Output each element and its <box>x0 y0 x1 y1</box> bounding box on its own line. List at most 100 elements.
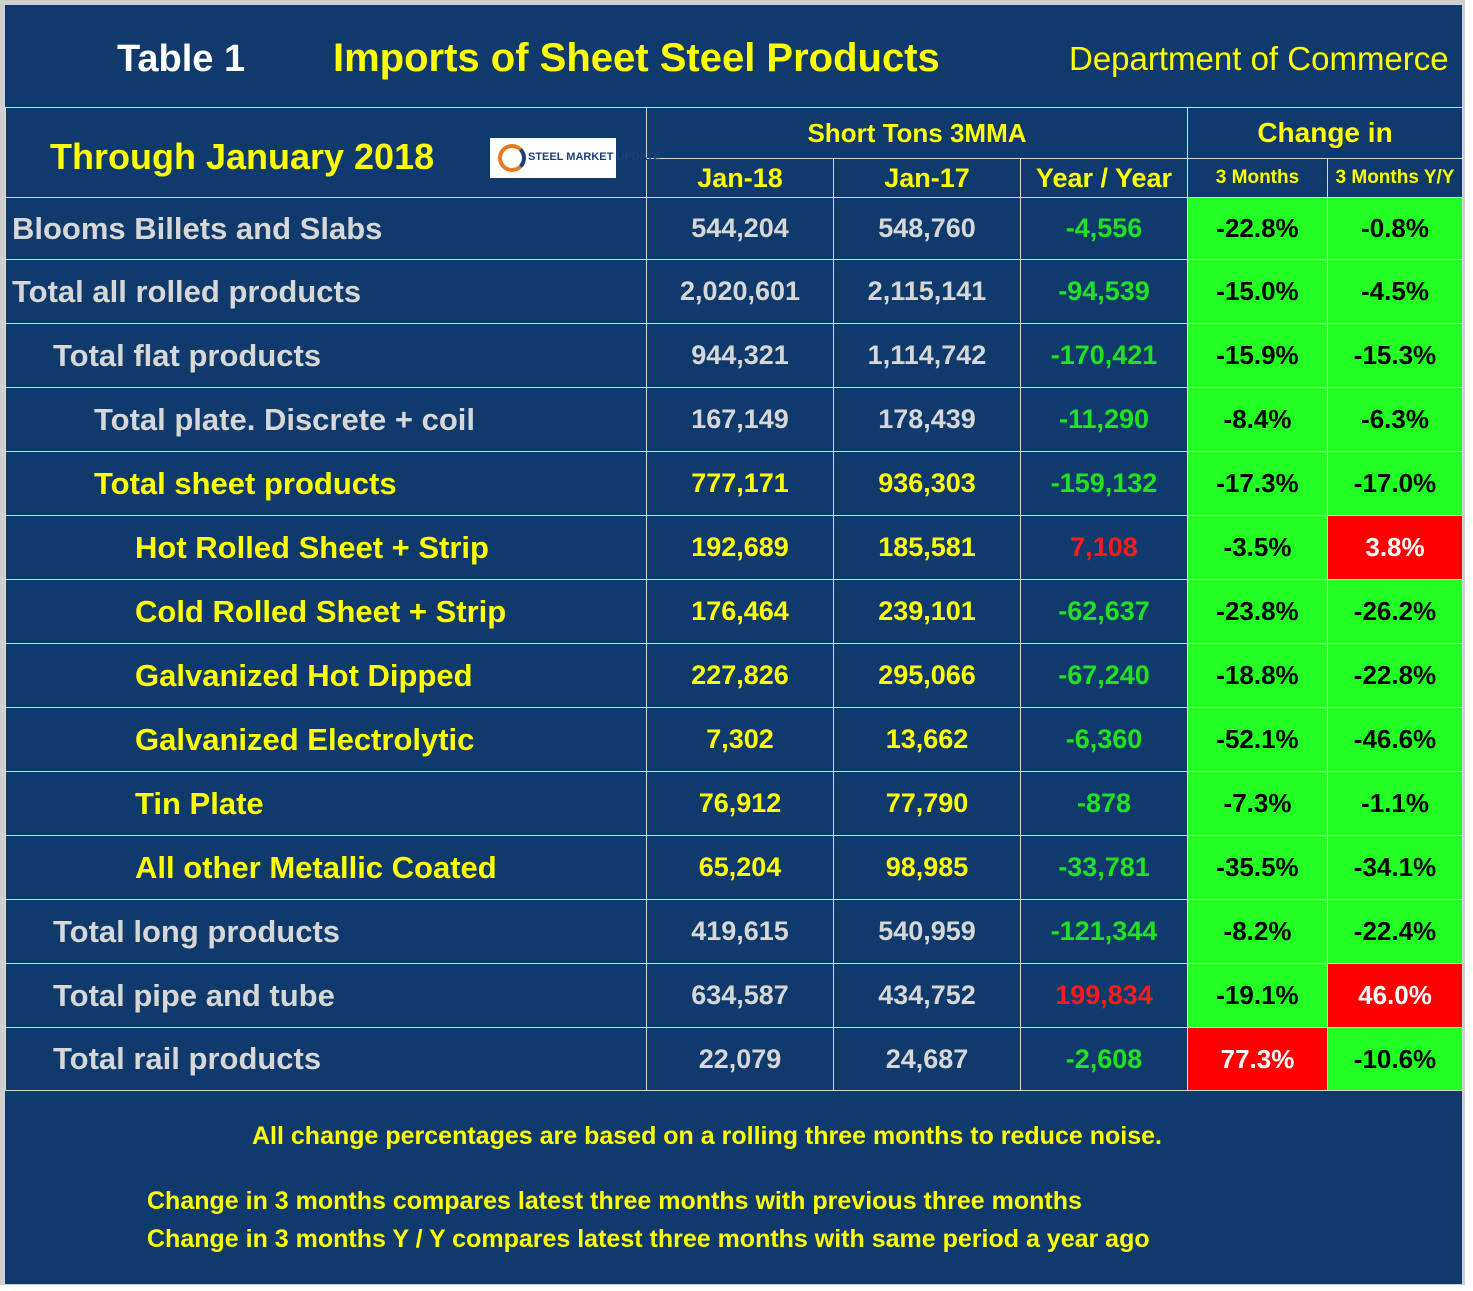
cell-3-months-yy: -4.5% <box>1327 259 1463 324</box>
cell-3-months: -19.1% <box>1187 963 1328 1028</box>
cell-3-months: -7.3% <box>1187 771 1328 836</box>
table-row: Galvanized Hot Dipped 227,826 295,066 -67,2… <box>5 643 1463 708</box>
cell-3-months-yy: -1.1% <box>1327 771 1463 836</box>
cell-jan18: 777,171 <box>646 451 834 516</box>
row-label: Total rail products <box>5 1027 647 1091</box>
cell-jan17: 2,115,141 <box>833 259 1021 324</box>
cell-jan17: 295,066 <box>833 643 1021 708</box>
cell-jan17: 239,101 <box>833 579 1021 644</box>
cell-jan18: 76,912 <box>646 771 834 836</box>
cell-jan17: 434,752 <box>833 963 1021 1028</box>
table-number: Table 1 <box>117 38 246 80</box>
row-label: Cold Rolled Sheet + Strip <box>5 579 647 644</box>
cell-3-months-yy: -6.3% <box>1327 387 1463 452</box>
cell-3-months: -35.5% <box>1187 835 1328 900</box>
cell-3-months-yy: -26.2% <box>1327 579 1463 644</box>
row-label: Galvanized Electrolytic <box>5 707 647 772</box>
cell-jan18: 65,204 <box>646 835 834 900</box>
table-row: Total sheet products 777,171 936,303 -159,1… <box>5 451 1463 516</box>
table-row: Galvanized Electrolytic 7,302 13,662 -6,360… <box>5 707 1463 772</box>
cell-3-months: -22.8% <box>1187 197 1328 260</box>
cell-jan17: 548,760 <box>833 197 1021 260</box>
col-header-jan18: Jan-18 <box>646 158 834 198</box>
source-label: Department of Commerce <box>1069 40 1449 77</box>
col-header-3-months: 3 Months <box>1187 158 1328 198</box>
cell-3-months-yy: -22.4% <box>1327 899 1463 964</box>
cell-jan18: 544,204 <box>646 197 834 260</box>
cell-3-months: -15.0% <box>1187 259 1328 324</box>
cell-3-months-yy: -15.3% <box>1327 323 1463 388</box>
cell-year-year: 7,108 <box>1020 515 1188 580</box>
row-label: Hot Rolled Sheet + Strip <box>5 515 647 580</box>
cell-year-year: -878 <box>1020 771 1188 836</box>
cell-jan18: 2,020,601 <box>646 259 834 324</box>
cell-3-months-yy: -46.6% <box>1327 707 1463 772</box>
cell-jan18: 7,302 <box>646 707 834 772</box>
table-row: Total all rolled products 2,020,601 2,115,… <box>5 259 1463 324</box>
table-title: Imports of Sheet Steel Products <box>333 36 940 80</box>
cell-3-months: -15.9% <box>1187 323 1328 388</box>
cell-3-months: -23.8% <box>1187 579 1328 644</box>
cell-jan18: 167,149 <box>646 387 834 452</box>
cell-3-months-yy: -22.8% <box>1327 643 1463 708</box>
cell-jan18: 944,321 <box>646 323 834 388</box>
row-label: Total pipe and tube <box>5 963 647 1028</box>
row-label: Galvanized Hot Dipped <box>5 643 647 708</box>
cell-jan17: 77,790 <box>833 771 1021 836</box>
table-row: All other Metallic Coated 65,204 98,985 -33… <box>5 835 1463 900</box>
cell-jan17: 1,114,742 <box>833 323 1021 388</box>
cell-3-months-yy: -34.1% <box>1327 835 1463 900</box>
cell-year-year: -11,290 <box>1020 387 1188 452</box>
cell-3-months-yy: -10.6% <box>1327 1027 1463 1091</box>
cell-3-months: -17.3% <box>1187 451 1328 516</box>
table-row: Total long products 419,615 540,959 -121,34… <box>5 899 1463 964</box>
cell-year-year: -33,781 <box>1020 835 1188 900</box>
cell-year-year: -67,240 <box>1020 643 1188 708</box>
cell-year-year: -94,539 <box>1020 259 1188 324</box>
footnote-1: All change percentages are based on a ro… <box>252 1122 1162 1150</box>
cell-jan17: 540,959 <box>833 899 1021 964</box>
cell-3-months-yy: -17.0% <box>1327 451 1463 516</box>
cell-3-months: -8.4% <box>1187 387 1328 452</box>
cell-jan18: 192,689 <box>646 515 834 580</box>
footnote-2: Change in 3 months compares latest three… <box>147 1187 1082 1215</box>
table-row: Cold Rolled Sheet + Strip 176,464 239,101 -… <box>5 579 1463 644</box>
row-label: Total all rolled products <box>5 259 647 324</box>
table-row: Total rail products 22,079 24,687 -2,608 77.… <box>5 1027 1463 1091</box>
steel-market-update-logo: STEEL MARKET UPDATE <box>490 138 661 178</box>
table-row: Tin Plate 76,912 77,790 -878 -7.3% -1.1% <box>5 771 1463 836</box>
cell-jan18: 176,464 <box>646 579 834 644</box>
cell-jan18: 419,615 <box>646 899 834 964</box>
cell-year-year: -6,360 <box>1020 707 1188 772</box>
cell-jan18: 227,826 <box>646 643 834 708</box>
cell-year-year: -121,344 <box>1020 899 1188 964</box>
cell-jan17: 98,985 <box>833 835 1021 900</box>
cell-jan18: 22,079 <box>646 1027 834 1091</box>
table-row: Total pipe and tube 634,587 434,752 199,834… <box>5 963 1463 1028</box>
table-row: Hot Rolled Sheet + Strip 192,689 185,581 7,… <box>5 515 1463 580</box>
cell-3-months-yy: 3.8% <box>1327 515 1463 580</box>
cell-jan17: 13,662 <box>833 707 1021 772</box>
row-label: Total long products <box>5 899 647 964</box>
cell-3-months: -8.2% <box>1187 899 1328 964</box>
cell-jan17: 185,581 <box>833 515 1021 580</box>
footnote-3: Change in 3 months Y / Y compares latest… <box>147 1225 1150 1253</box>
row-label: Total flat products <box>5 323 647 388</box>
table-row: Total flat products 944,321 1,114,742 -170,… <box>5 323 1463 388</box>
cell-3-months: 77.3% <box>1187 1027 1328 1091</box>
logo-swoosh-icon <box>498 144 526 172</box>
header-short-tons: Short Tons 3MMA <box>646 107 1188 159</box>
cell-year-year: 199,834 <box>1020 963 1188 1028</box>
cell-jan17: 936,303 <box>833 451 1021 516</box>
cell-3-months: -3.5% <box>1187 515 1328 580</box>
cell-3-months: -52.1% <box>1187 707 1328 772</box>
imports-table: Through January 2018 Short Tons 3MMA Cha… <box>5 107 1463 1091</box>
cell-year-year: -159,132 <box>1020 451 1188 516</box>
cell-year-year: -4,556 <box>1020 197 1188 260</box>
table-row: Total plate. Discrete + coil 167,149 178,4… <box>5 387 1463 452</box>
col-header-year-year: Year / Year <box>1020 158 1188 198</box>
cell-3-months-yy: -0.8% <box>1327 197 1463 260</box>
row-label: Blooms Billets and Slabs <box>5 197 647 260</box>
col-header-3-months-yy: 3 Months Y/Y <box>1327 158 1463 198</box>
cell-3-months-yy: 46.0% <box>1327 963 1463 1028</box>
